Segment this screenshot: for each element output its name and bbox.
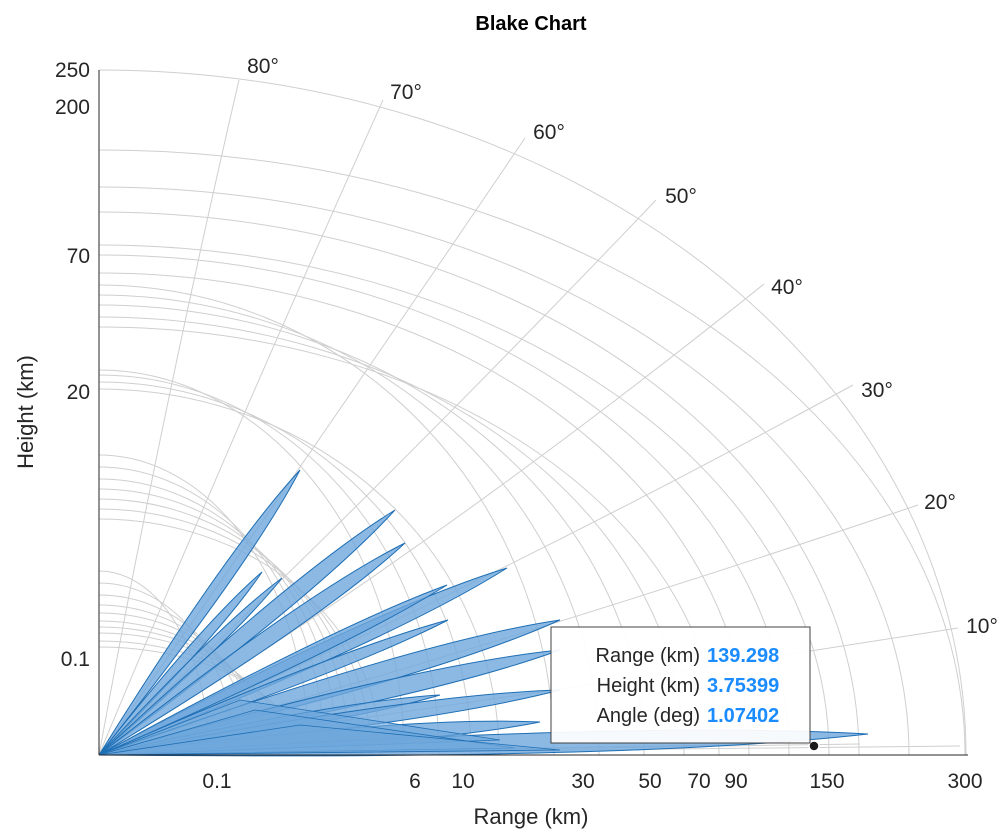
x-tick-label: 6: [409, 770, 421, 793]
range-arc: [98, 149, 966, 756]
angle-label: 60°: [533, 121, 565, 144]
range-arc: [98, 284, 555, 756]
lobe: [98, 469, 301, 756]
data-tip-label-angle: Angle (deg): [597, 705, 700, 727]
y-axis-label: Height (km): [13, 355, 38, 469]
angle-labels: 80° 70° 60° 50° 40° 30° 20° 10°: [247, 55, 998, 638]
angle-label: 10°: [966, 615, 998, 638]
data-tip-point[interactable]: [808, 740, 820, 752]
x-tick-labels: 0.1 6 10 30 50 70 90 150 300: [202, 770, 982, 793]
x-axis-label: Range (km): [474, 804, 589, 829]
angle-label: 30°: [861, 379, 893, 402]
y-tick-label: 20: [67, 381, 90, 404]
lobe: [98, 542, 406, 756]
lobe-series: [98, 469, 869, 757]
angle-label: 70°: [390, 81, 422, 104]
data-tip-label-range: Range (km): [596, 645, 700, 667]
lobe: [98, 724, 561, 756]
data-tip-label-height: Height (km): [597, 675, 700, 697]
data-tip-value-range: 139.298: [707, 645, 779, 667]
angle-label: 40°: [771, 276, 803, 299]
range-arc: [98, 186, 910, 756]
x-tick-label: 10: [451, 770, 474, 793]
elevation-spoke: [98, 79, 240, 756]
data-tip: Range (km) 139.298 Height (km) 3.75399 A…: [550, 626, 820, 752]
range-arc: [98, 69, 967, 756]
x-tick-label: 30: [571, 770, 594, 793]
data-tip-value-height: 3.75399: [707, 675, 779, 697]
x-tick-label: 150: [809, 770, 844, 793]
x-tick-label: 90: [724, 770, 747, 793]
data-tip-value-angle: 1.07402: [707, 705, 779, 727]
y-tick-labels: 250 200 70 20 0.1: [55, 59, 90, 671]
y-tick-label: 70: [67, 245, 90, 268]
y-tick-label: 200: [55, 96, 90, 119]
x-tick-label: 0.1: [202, 770, 231, 793]
x-tick-label: 50: [638, 770, 661, 793]
x-tick-label: 300: [947, 770, 982, 793]
lobe: [98, 584, 448, 756]
angle-label: 50°: [665, 185, 697, 208]
data-tip-box: [550, 626, 811, 744]
y-tick-label: 0.1: [61, 648, 90, 671]
angle-label: 20°: [924, 491, 956, 514]
y-tick-label: 250: [55, 59, 90, 82]
elevation-spoke: [98, 99, 384, 756]
x-tick-label: 70: [687, 770, 710, 793]
chart-title: Blake Chart: [475, 13, 586, 35]
range-arc: [98, 211, 860, 756]
angle-label: 80°: [247, 55, 279, 78]
